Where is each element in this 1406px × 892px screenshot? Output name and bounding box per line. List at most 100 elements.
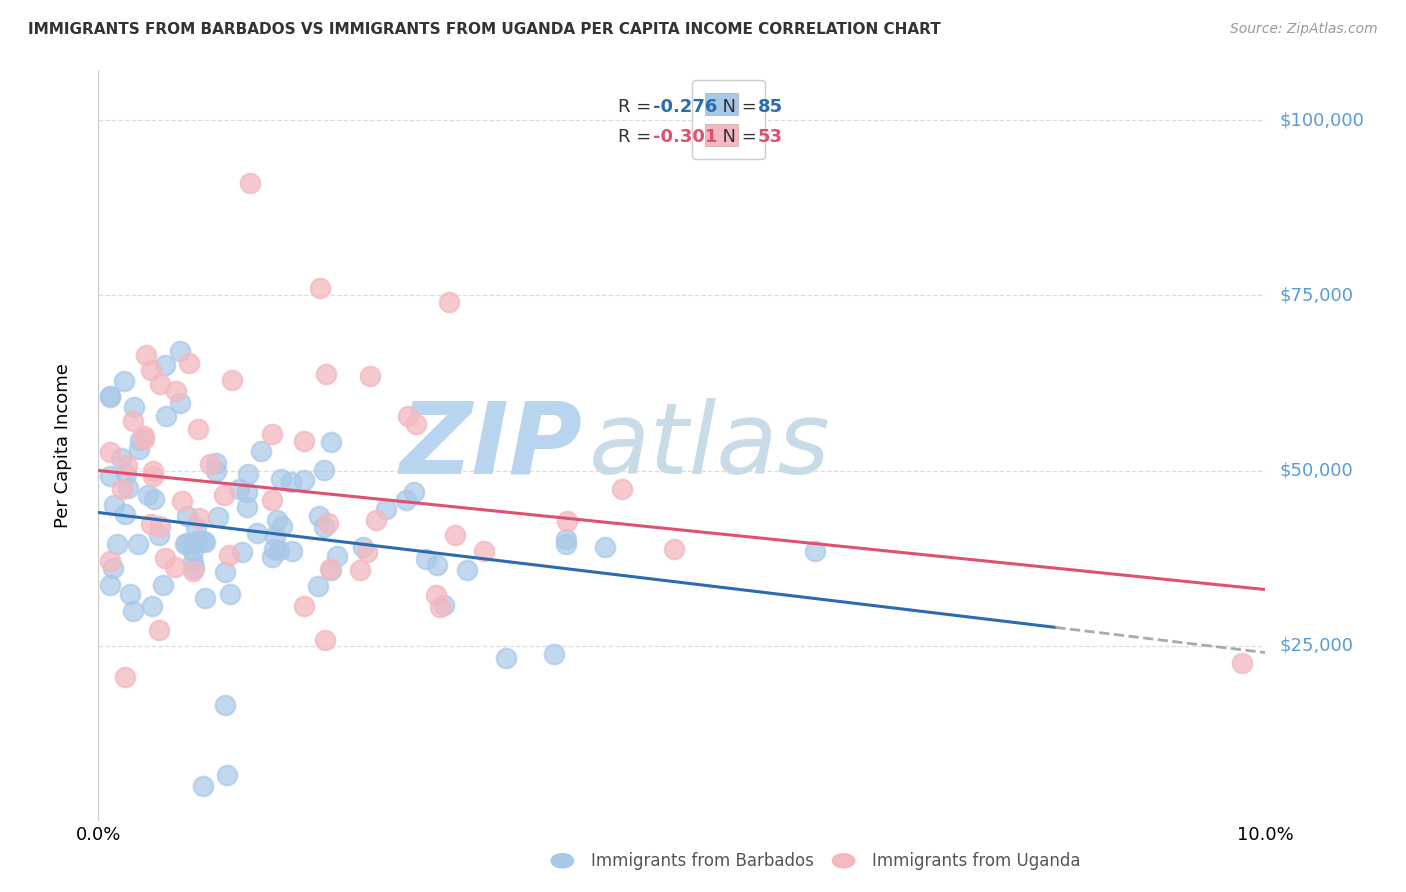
Point [319, 562, 342, 576]
Point [294, 599, 316, 614]
Text: N =: N = [711, 97, 762, 116]
Point [266, 513, 288, 527]
Text: $50,000: $50,000 [1279, 461, 1353, 480]
Point [312, 463, 335, 477]
Point [98, 389, 121, 403]
Point [396, 409, 419, 424]
Point [394, 492, 416, 507]
Point [270, 472, 292, 486]
Point [292, 434, 315, 448]
Point [200, 457, 222, 471]
Point [152, 578, 174, 592]
Point [148, 623, 170, 637]
Text: 85: 85 [758, 97, 783, 116]
Point [495, 651, 517, 665]
Point [127, 537, 149, 551]
Point [292, 473, 315, 487]
Point [193, 779, 215, 793]
Point [214, 565, 236, 579]
Point [114, 670, 136, 684]
Point [98, 578, 121, 592]
Point [236, 484, 259, 499]
Point [177, 355, 200, 369]
Text: IMMIGRANTS FROM BARBADOS VS IMMIGRANTS FROM UGANDA PER CAPITA INCOME CORRELATION: IMMIGRANTS FROM BARBADOS VS IMMIGRANTS F… [28, 22, 941, 37]
Text: ZIP: ZIP [399, 398, 582, 494]
Point [207, 510, 229, 524]
Text: $75,000: $75,000 [1279, 286, 1354, 304]
Point [543, 647, 565, 661]
Text: $25,000: $25,000 [1279, 637, 1354, 655]
Point [194, 591, 217, 605]
Point [136, 488, 159, 502]
Point [169, 396, 191, 410]
Point [595, 540, 617, 554]
Point [98, 444, 121, 458]
Point [183, 560, 205, 574]
Point [187, 422, 209, 436]
Point [262, 492, 284, 507]
Point [267, 542, 290, 557]
Point [260, 550, 283, 565]
Point [135, 348, 157, 362]
Point [349, 563, 371, 577]
Point [359, 368, 381, 383]
Point [98, 390, 121, 404]
Point [139, 362, 162, 376]
Text: R =: R = [617, 128, 657, 145]
Point [120, 586, 142, 600]
Point [456, 563, 478, 577]
Point [315, 367, 337, 381]
Point [215, 768, 238, 782]
Point [231, 545, 253, 559]
Point [250, 444, 273, 458]
Point [662, 542, 685, 557]
Point [115, 467, 138, 481]
Point [425, 589, 447, 603]
Point [112, 375, 135, 389]
Point [122, 604, 145, 618]
Point [181, 564, 204, 578]
Text: -0.301: -0.301 [652, 128, 717, 145]
Point [166, 384, 188, 398]
Point [176, 536, 198, 550]
Point [98, 554, 121, 568]
Y-axis label: Per Capita Income: Per Capita Income [53, 364, 72, 528]
Point [132, 429, 155, 443]
Point [326, 549, 349, 563]
Point [128, 442, 150, 456]
Point [98, 468, 121, 483]
Point [263, 542, 285, 557]
Text: 53: 53 [758, 128, 783, 145]
Point [433, 598, 456, 612]
Point [184, 520, 207, 534]
Point [115, 458, 138, 473]
Point [153, 551, 176, 566]
Point [307, 579, 329, 593]
Point [194, 535, 217, 549]
Point [221, 373, 243, 387]
Point [429, 600, 451, 615]
Point [236, 467, 259, 482]
Point [280, 475, 302, 490]
Point [319, 434, 342, 449]
Point [122, 415, 145, 429]
Point [205, 464, 228, 478]
Point [122, 400, 145, 414]
Text: Source: ZipAtlas.com: Source: ZipAtlas.com [1230, 22, 1378, 37]
Point [170, 493, 193, 508]
Point [110, 450, 132, 465]
Point [176, 509, 198, 524]
Point [555, 514, 578, 528]
Point [155, 409, 177, 423]
Point [356, 545, 378, 559]
Text: atlas: atlas [589, 398, 830, 494]
Point [205, 456, 228, 470]
Point [804, 544, 827, 558]
Point [219, 587, 242, 601]
Point [316, 516, 339, 531]
Point [239, 177, 262, 191]
Point [437, 295, 460, 310]
Point [105, 536, 128, 550]
Point [134, 432, 156, 446]
Point [188, 511, 211, 525]
